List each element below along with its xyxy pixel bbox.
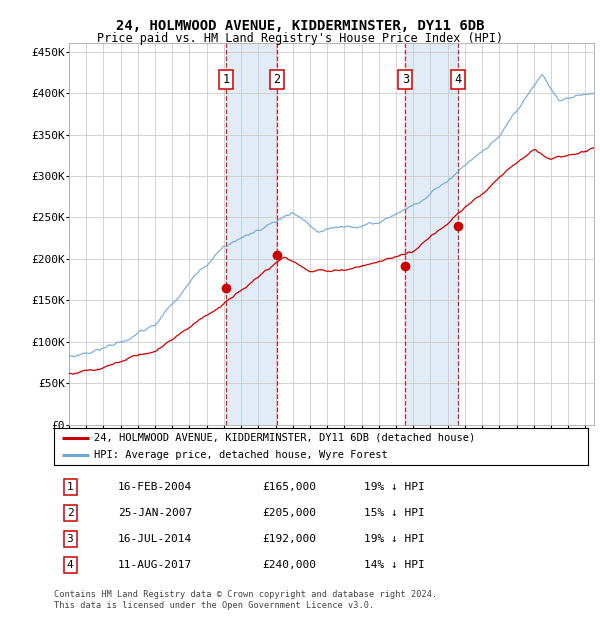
Text: 24, HOLMWOOD AVENUE, KIDDERMINSTER, DY11 6DB: 24, HOLMWOOD AVENUE, KIDDERMINSTER, DY11… [116,19,484,33]
Text: 24, HOLMWOOD AVENUE, KIDDERMINSTER, DY11 6DB (detached house): 24, HOLMWOOD AVENUE, KIDDERMINSTER, DY11… [94,433,475,443]
Text: 3: 3 [67,534,73,544]
Bar [226,43,277,425]
Text: 2: 2 [273,73,280,86]
Text: £165,000: £165,000 [262,482,316,492]
Text: 16-FEB-2004: 16-FEB-2004 [118,482,193,492]
Text: 1: 1 [223,73,230,86]
Text: 15% ↓ HPI: 15% ↓ HPI [364,508,424,518]
Text: 4: 4 [455,73,462,86]
Text: 14% ↓ HPI: 14% ↓ HPI [364,560,424,570]
Text: 16-JUL-2014: 16-JUL-2014 [118,534,193,544]
Text: 1: 1 [67,482,73,492]
Text: 4: 4 [67,560,73,570]
Text: 11-AUG-2017: 11-AUG-2017 [118,560,193,570]
Text: Price paid vs. HM Land Registry's House Price Index (HPI): Price paid vs. HM Land Registry's House … [97,32,503,45]
Text: £192,000: £192,000 [262,534,316,544]
Text: 25-JAN-2007: 25-JAN-2007 [118,508,193,518]
Text: 3: 3 [402,73,409,86]
Text: £240,000: £240,000 [262,560,316,570]
Text: 2: 2 [67,508,73,518]
Text: 19% ↓ HPI: 19% ↓ HPI [364,534,424,544]
Bar [406,43,458,425]
Text: 19% ↓ HPI: 19% ↓ HPI [364,482,424,492]
Text: £205,000: £205,000 [262,508,316,518]
Text: Contains HM Land Registry data © Crown copyright and database right 2024.
This d: Contains HM Land Registry data © Crown c… [54,590,437,609]
Text: HPI: Average price, detached house, Wyre Forest: HPI: Average price, detached house, Wyre… [94,450,388,460]
